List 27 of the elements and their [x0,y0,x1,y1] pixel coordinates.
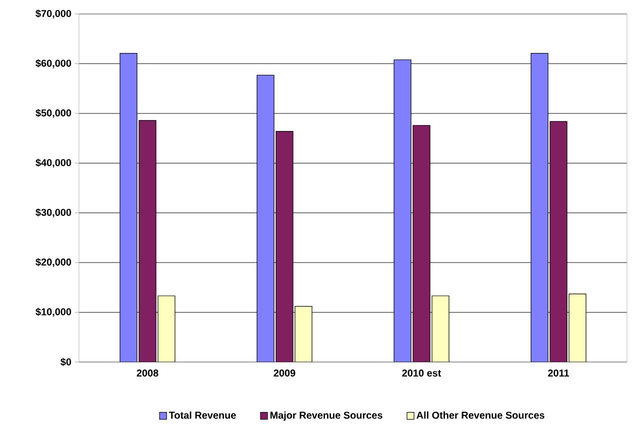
legend-label: All Other Revenue Sources [416,411,544,419]
bar [120,52,138,362]
bar [294,306,312,362]
y-tick-label: $50,000 [36,108,72,118]
bar [394,59,412,362]
bar [412,125,430,362]
y-tick-label: $20,000 [36,258,72,268]
legend-label: Total Revenue [168,411,236,419]
y-tick-label: $70,000 [36,10,72,18]
x-tick-label: 2008 [136,370,158,377]
y-tick-label: $0 [60,358,72,366]
legend-label: Major Revenue Sources [270,411,382,421]
y-tick-label: $60,000 [36,59,72,68]
x-tick-label: 2011 [548,370,570,377]
y-tick-label: $40,000 [36,158,72,168]
y-tick-label: $10,000 [36,308,72,317]
y-tick-label: $30,000 [36,208,72,218]
bar [256,74,274,362]
bar [530,52,548,362]
bar [550,121,568,362]
bar [432,296,450,362]
bar [158,296,176,362]
x-tick-label: 2010 est [402,370,442,377]
bar [276,131,294,362]
bar [138,120,156,362]
bar [568,294,586,362]
x-tick-label: 2009 [274,370,296,377]
